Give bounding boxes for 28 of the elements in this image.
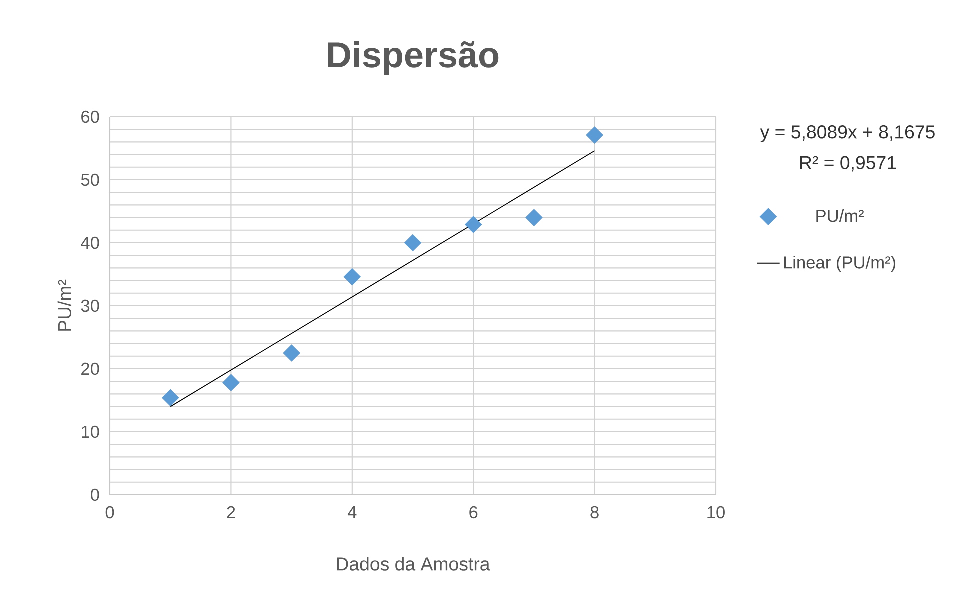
y-tick-label: 20 <box>82 362 100 376</box>
y-tick-label: 60 <box>82 110 100 124</box>
point <box>404 234 422 252</box>
y-tick-label: 50 <box>81 174 100 186</box>
legend-label: PU/m² <box>816 210 864 222</box>
point <box>283 344 300 362</box>
x-tick-label: 10 <box>708 506 725 519</box>
point <box>222 374 240 392</box>
text: y = 5,8089x + 8,1675 <box>760 126 935 142</box>
point <box>162 389 180 407</box>
y-tick-label: 30 <box>81 300 100 312</box>
x-tick-label: 6 <box>470 506 478 519</box>
chart-title: Dispersão <box>328 41 499 75</box>
legend-label: Linear (PU/m²) <box>784 256 896 272</box>
x-tick-label: 2 <box>227 506 236 518</box>
x-tick-label: 4 <box>348 506 357 518</box>
point <box>465 216 482 234</box>
point <box>586 126 604 144</box>
x-tick-label: 0 <box>106 506 114 519</box>
y-tick-label: 0 <box>90 488 100 502</box>
point <box>526 209 543 226</box>
y-axis-title: PU/m² <box>58 280 72 331</box>
x-tick-label: 8 <box>590 506 599 519</box>
x-axis-title: Dados da Amostra <box>337 557 490 571</box>
y-tick-label: 40 <box>81 236 100 250</box>
y-tick-label: 10 <box>82 426 100 438</box>
point <box>344 268 361 286</box>
text: R² = 0,9571 <box>800 156 896 172</box>
